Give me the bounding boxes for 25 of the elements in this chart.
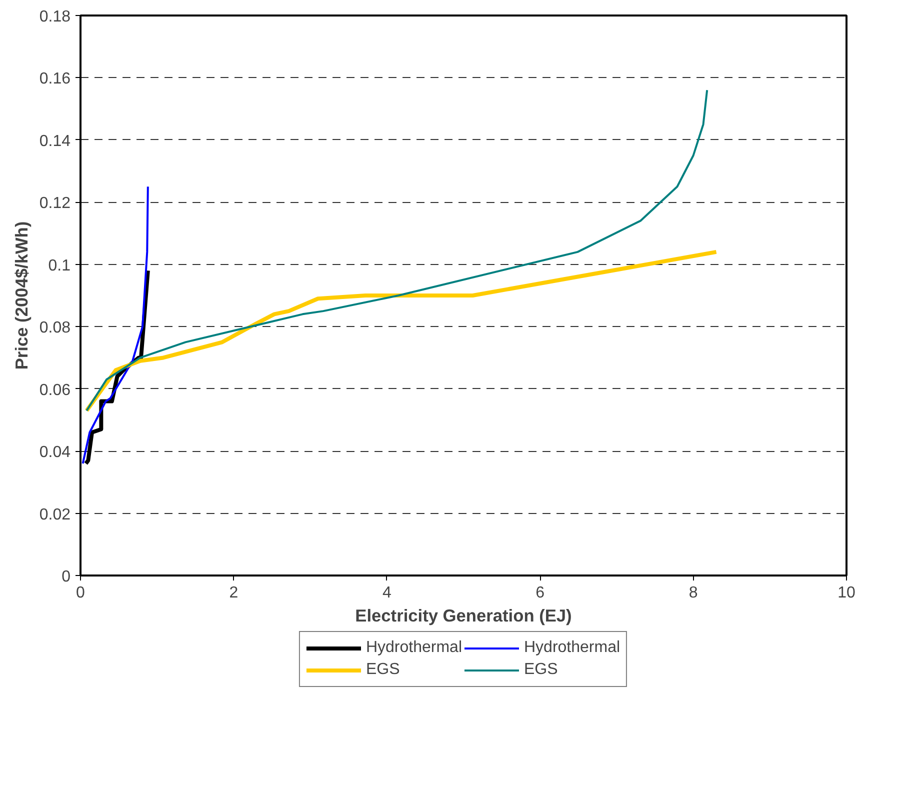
x-tick-label: 4 — [382, 584, 392, 602]
y-tick-label: 0.04 — [39, 444, 71, 462]
legend-label: Hydrothermal — [524, 639, 620, 657]
x-axis-title: Electricity Generation (EJ) — [355, 606, 572, 626]
x-tick-label: 6 — [536, 584, 545, 602]
x-tick-label: 0 — [76, 584, 86, 602]
y-tick-label: 0.08 — [39, 320, 71, 337]
y-tick-label: 0.16 — [39, 70, 71, 88]
y-tick-label: 0.18 — [39, 8, 71, 26]
line-series — [82, 186, 149, 464]
legend-label: EGS — [366, 661, 400, 679]
y-tick-label: 0.02 — [39, 506, 71, 524]
y-tick-label: 0 — [62, 568, 71, 586]
line-series — [86, 89, 708, 412]
legend-label: EGS — [524, 661, 558, 679]
y-tick-label: 0.06 — [39, 382, 71, 399]
x-tick-label: 2 — [229, 584, 238, 602]
legend-label: Hydrothermal — [366, 639, 462, 657]
line-series — [84, 250, 718, 413]
y-tick-label: 0.14 — [39, 132, 71, 150]
y-axis-title: Price (2004$/kWh) — [11, 221, 32, 370]
x-tick-label: 8 — [688, 584, 698, 602]
y-tick-label: 0.1 — [48, 257, 71, 274]
y-tick-label: 0.12 — [39, 195, 71, 212]
x-tick-label: 10 — [838, 584, 856, 602]
